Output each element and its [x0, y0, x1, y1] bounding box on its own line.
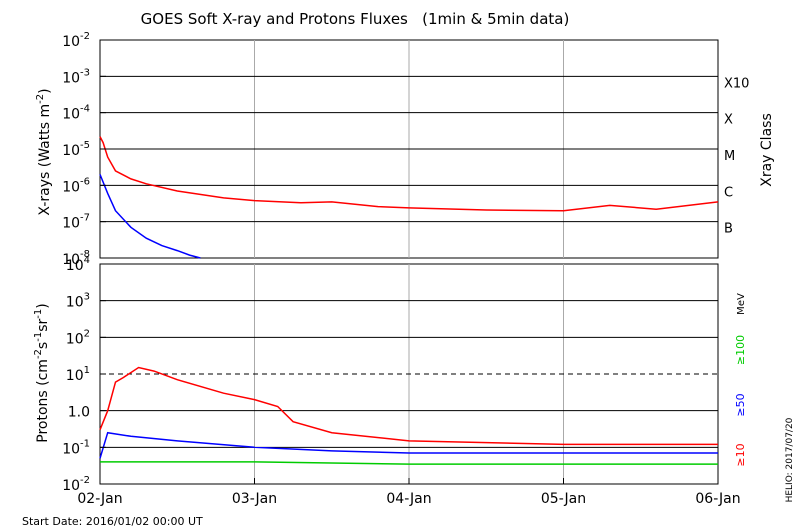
y-tick-label: 102 [66, 328, 90, 347]
xray-y-ticks: 10-2 10-3 10-4 10-5 10-6 10-7 10-8 [62, 31, 106, 268]
xray-class-labels: X10 X M C B [724, 76, 749, 236]
proton-y-ticks: 104 103 102 101 1.0 10-1 10-2 [62, 255, 106, 494]
proton-energy-unit: MeV [736, 293, 747, 315]
y-tick-label: 104 [66, 255, 90, 274]
x-tick-label: 03-Jan [232, 491, 277, 507]
chart-title: GOES Soft X-ray and Protons Fluxes (1min… [141, 10, 570, 28]
y-tick-label: 10-4 [62, 104, 90, 123]
series-line [100, 461, 718, 465]
xray-y-axis-label: X-rays (Watts m-2) [35, 88, 53, 215]
y-tick-label: 103 [66, 292, 90, 311]
x-tick-label: 04-Jan [386, 491, 431, 507]
y-tick-label: 10-3 [62, 67, 90, 86]
credit-label: HELIO: 2017/07/20 [785, 417, 795, 502]
xray-grid [100, 40, 718, 258]
series-line [99, 366, 718, 446]
x-tick-label: 02-Jan [77, 491, 122, 507]
y-tick-label: 10-7 [62, 213, 90, 232]
start-date-label: Start Date: 2016/01/02 00:00 UT [22, 515, 203, 528]
y-tick-label: 10-8 [62, 249, 90, 268]
series-line [99, 174, 201, 259]
proton-y-axis-label: Protons (cm-2s-1sr-1) [33, 303, 51, 442]
y-tick-label: 1.0 [68, 405, 90, 421]
proton-energy-labels: ≥100 ≥50 ≥10 [734, 335, 747, 467]
x-tick-label: 06-Jan [695, 491, 740, 507]
series-line [99, 136, 719, 212]
xray-class-label: B [724, 222, 733, 237]
energy-channel-label: ≥50 [734, 393, 747, 416]
y-tick-label: 101 [66, 365, 90, 384]
y-tick-label: 10-6 [62, 176, 90, 195]
y-tick-label: 10-2 [62, 475, 90, 494]
proton-panel: 104 103 102 101 1.0 10-1 10-2 ≥100 ≥50 ≥10 MeV P… [33, 255, 747, 494]
energy-channel-label: ≥10 [734, 443, 747, 466]
xray-class-axis-label: Xray Class [759, 113, 775, 187]
y-tick-label: 10-2 [62, 31, 90, 50]
y-tick-label: 10-5 [62, 140, 90, 159]
xray-class-label: X [724, 113, 733, 128]
series-line [99, 431, 718, 459]
proton-series [99, 366, 718, 465]
xray-class-label: X10 [724, 76, 749, 91]
xray-class-label: C [724, 185, 733, 200]
energy-channel-label: ≥100 [734, 335, 747, 365]
xray-class-label: M [724, 149, 735, 164]
proton-grid [100, 264, 718, 484]
xray-series [99, 136, 719, 259]
xray-panel: 10-2 10-3 10-4 10-5 10-6 10-7 10-8 X10 X M C B Xra… [35, 31, 775, 268]
x-tick-label: 05-Jan [541, 491, 586, 507]
x-axis-ticks: 02-Jan 03-Jan 04-Jan 05-Jan 06-Jan [77, 478, 741, 507]
y-tick-label: 10-1 [62, 438, 90, 457]
